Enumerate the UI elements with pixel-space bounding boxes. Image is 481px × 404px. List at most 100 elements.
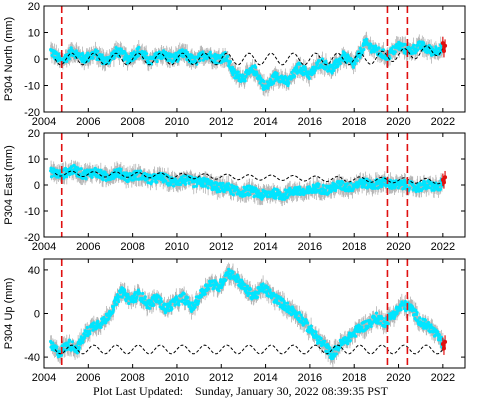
- data-point: [119, 167, 123, 171]
- data-point: [375, 48, 379, 52]
- data-point: [194, 184, 198, 188]
- data-point: [210, 179, 214, 184]
- data-point: [221, 181, 225, 185]
- data-point: [193, 305, 197, 310]
- data-point: [67, 338, 72, 342]
- data-point: [117, 52, 121, 56]
- data-point: [55, 345, 59, 349]
- x-tick-label: 2018: [342, 241, 366, 253]
- panel-2: 2004 2006 2008 2010 2012 2014 2016 2018 2020 2022…: [3, 128, 466, 253]
- data-point: [353, 62, 357, 66]
- data-point: [91, 328, 95, 332]
- data-point: [301, 187, 305, 191]
- data-point: [255, 72, 259, 76]
- data-point: [423, 180, 427, 185]
- y-tick-label: 0: [34, 54, 40, 66]
- data-point: [218, 189, 222, 194]
- data-point: [49, 166, 53, 170]
- model-curve: [54, 45, 444, 66]
- x-tick-label: 2012: [209, 116, 233, 128]
- recent-points: [440, 170, 448, 189]
- data-point: [391, 179, 396, 183]
- y-tick-label: -10: [24, 206, 40, 218]
- y-tick-label: 10: [28, 28, 40, 40]
- data-point: [138, 169, 143, 173]
- data-point: [373, 186, 377, 190]
- data-point: [208, 50, 212, 54]
- data-point: [307, 76, 311, 81]
- panel-3: 2004 2006 2008 2010 2012 2014 2016 2018 2020 2022…: [3, 258, 466, 384]
- data-point: [100, 53, 104, 57]
- data-point: [220, 185, 224, 189]
- data-point: [162, 49, 166, 53]
- data-point: [262, 79, 266, 84]
- data-point: [196, 302, 200, 306]
- data-point: [149, 299, 154, 304]
- data-point: [70, 340, 75, 344]
- data-point: [298, 185, 302, 190]
- data-point: [127, 301, 131, 306]
- x-tick-label: 2022: [431, 241, 455, 253]
- data-point: [345, 182, 349, 186]
- recent-point: [440, 41, 445, 46]
- data-point: [360, 51, 364, 55]
- data-point: [169, 183, 173, 187]
- data-point: [155, 296, 159, 301]
- data-point: [358, 46, 362, 50]
- data-point: [313, 69, 317, 73]
- data-point: [288, 187, 292, 191]
- data-point: [310, 73, 314, 77]
- data-point: [164, 179, 168, 183]
- x-tick-label: 2016: [298, 116, 322, 128]
- data-point: [209, 283, 213, 288]
- data-point: [91, 56, 95, 60]
- data-point: [307, 191, 311, 195]
- x-tick-label: 2018: [342, 116, 366, 128]
- data-point: [159, 299, 164, 304]
- data-point: [271, 81, 276, 85]
- data-point: [429, 53, 434, 57]
- data-point: [303, 67, 308, 71]
- data-point: [415, 48, 420, 52]
- data-point: [50, 53, 54, 58]
- y-tick-label: 0: [34, 180, 40, 192]
- data-point: [67, 57, 72, 61]
- data-point: [231, 193, 236, 197]
- data-point: [155, 180, 159, 184]
- data-point: [333, 62, 337, 66]
- x-tick-label: 2012: [209, 241, 233, 253]
- data-point: [192, 185, 196, 189]
- plot-area: [49, 159, 448, 207]
- data-point: [107, 316, 111, 320]
- data-point: [243, 79, 247, 83]
- data-point: [241, 74, 245, 78]
- data-point: [201, 50, 205, 54]
- data-point: [275, 71, 279, 76]
- data-point: [265, 195, 270, 199]
- data-point: [79, 167, 83, 171]
- data-point: [85, 54, 89, 58]
- data-point: [287, 81, 291, 85]
- data-point: [358, 55, 362, 60]
- data-point: [235, 185, 239, 189]
- x-tick-label: 2016: [298, 241, 322, 253]
- data-point: [96, 319, 100, 323]
- data-point: [368, 46, 372, 50]
- data-point: [87, 329, 92, 333]
- data-point: [203, 292, 207, 296]
- data-point: [186, 295, 190, 300]
- data-point: [113, 54, 117, 58]
- x-tick-label: 2020: [386, 116, 410, 128]
- data-point: [150, 179, 154, 183]
- data-point: [59, 353, 64, 357]
- data-point: [355, 59, 359, 63]
- data-point: [132, 50, 136, 54]
- data-point: [254, 65, 258, 70]
- data-point: [330, 71, 334, 75]
- data-point: [321, 183, 325, 187]
- data-point: [362, 185, 366, 189]
- data-point: [86, 51, 90, 55]
- recent-points: [440, 36, 448, 58]
- data-point: [226, 54, 230, 58]
- data-point: [77, 345, 82, 350]
